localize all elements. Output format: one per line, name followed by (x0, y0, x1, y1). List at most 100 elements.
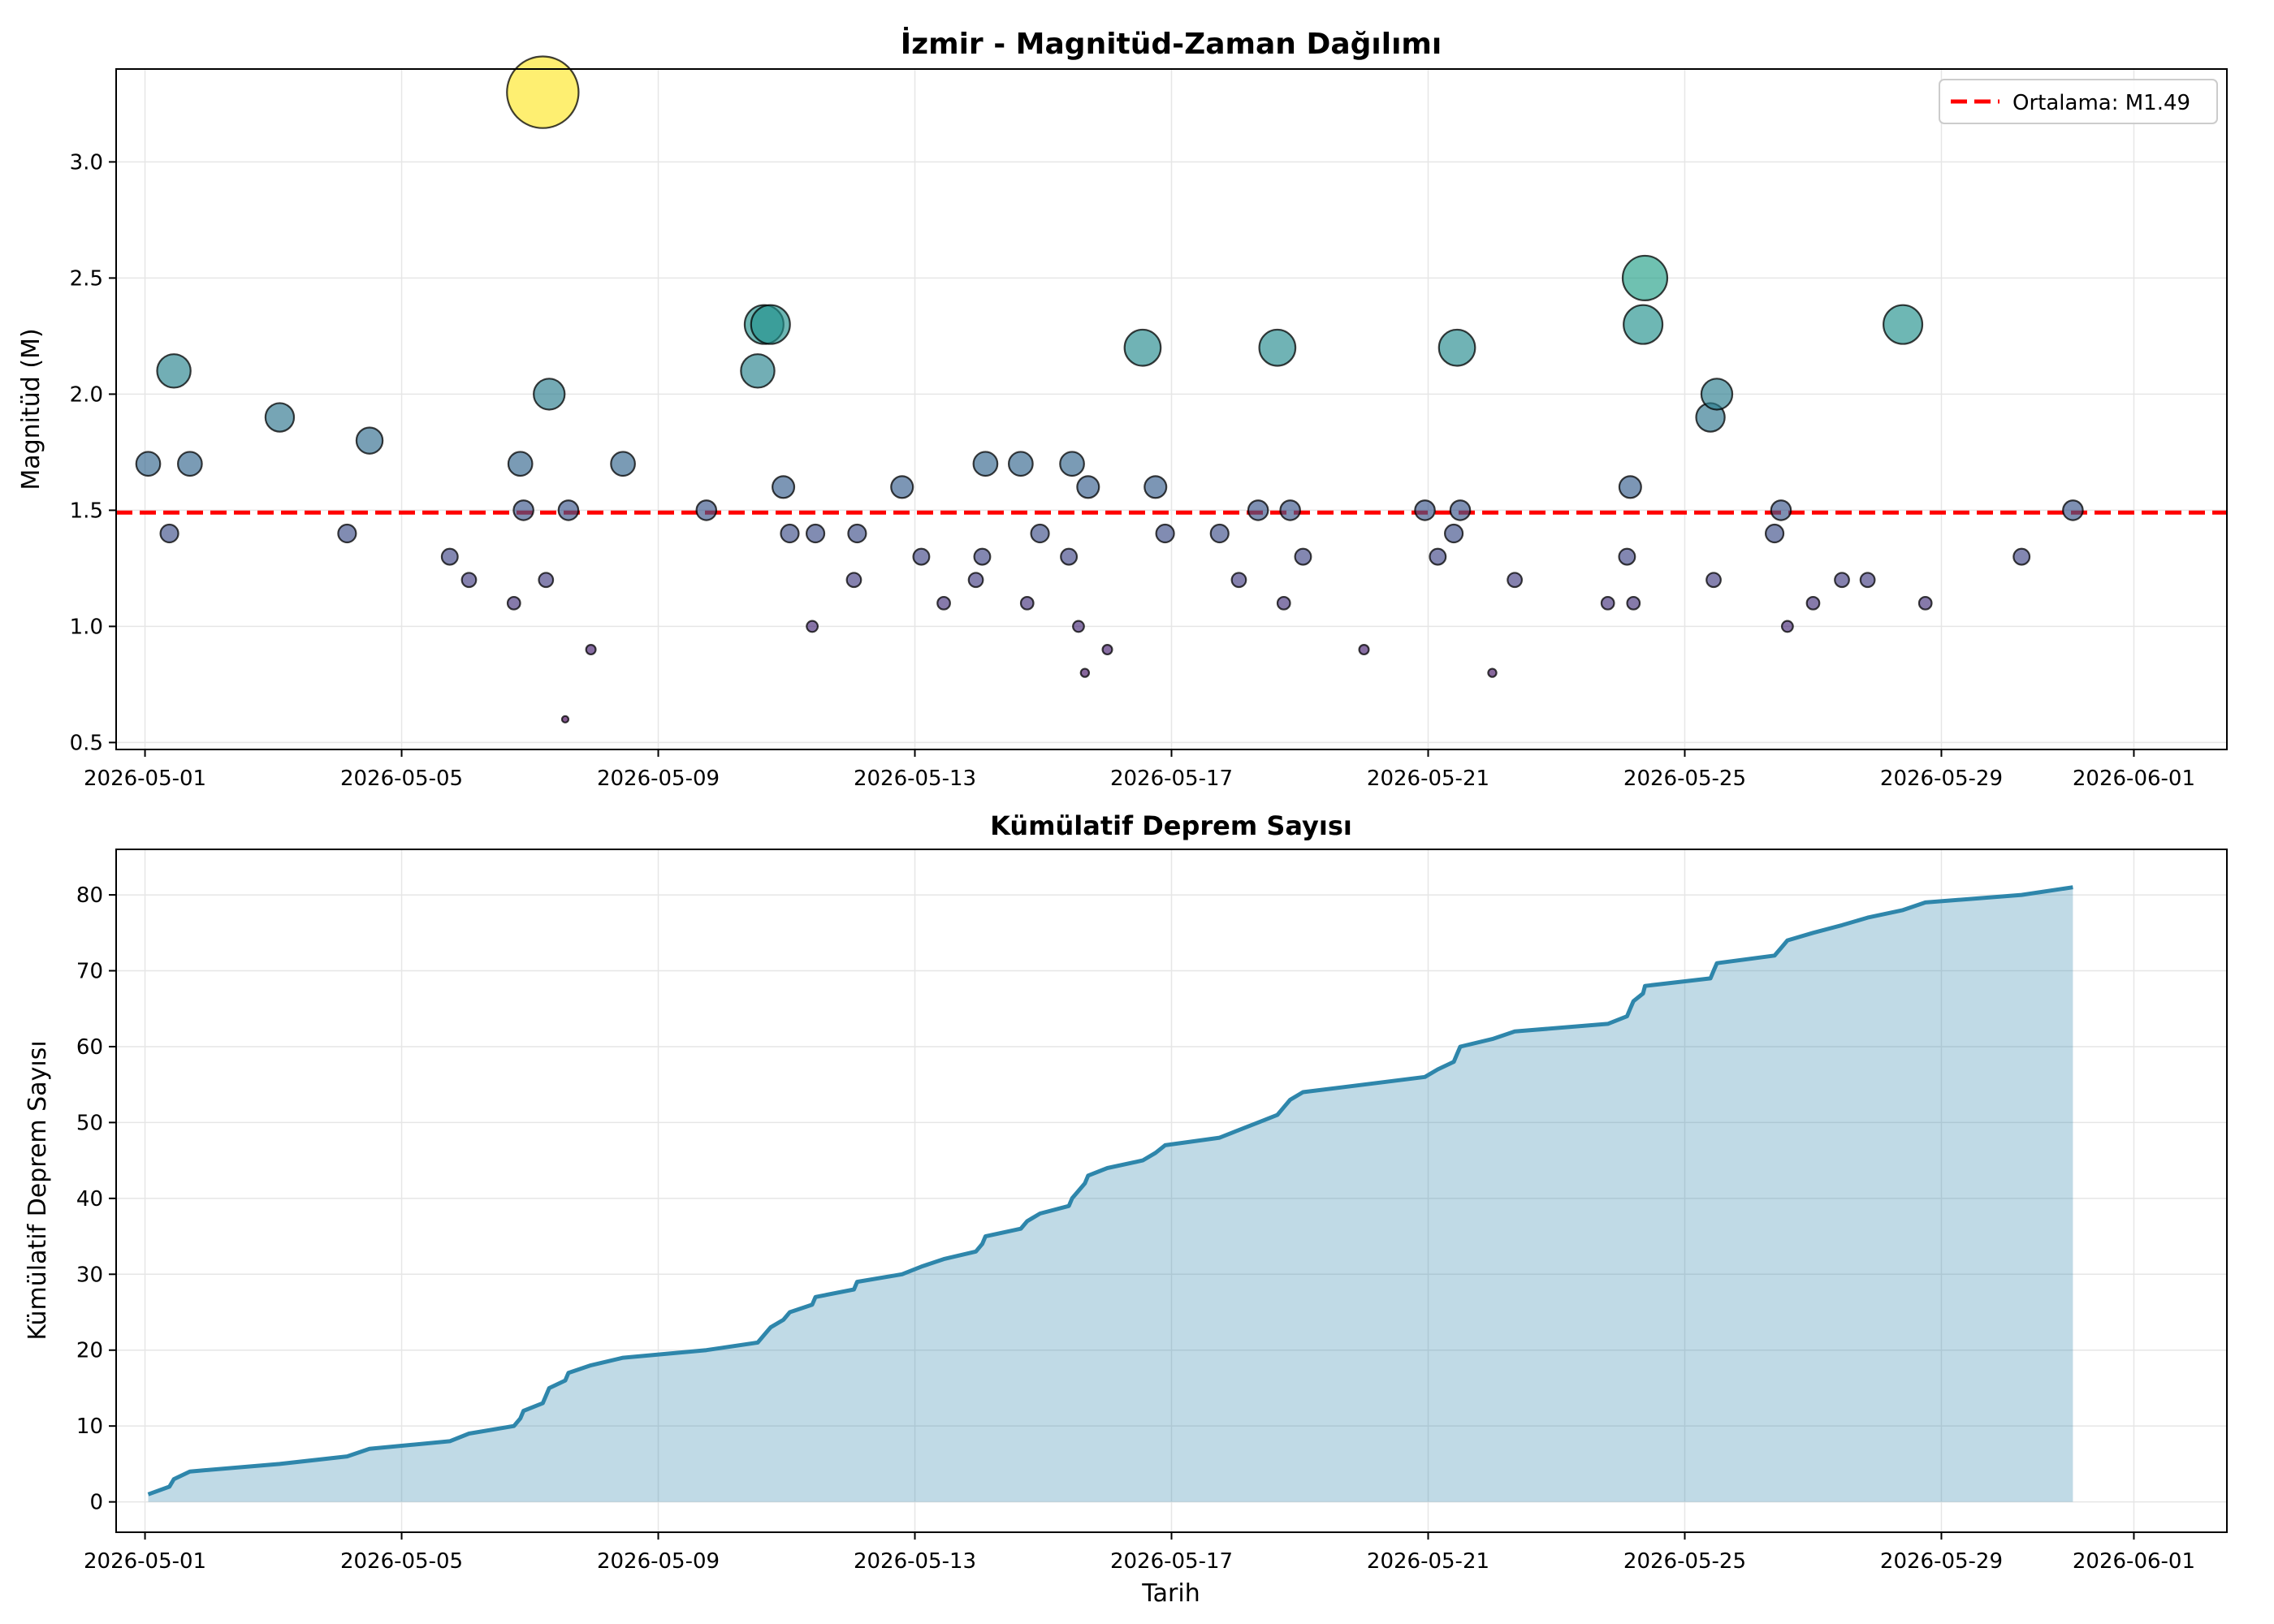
earthquake-point (1143, 475, 1168, 499)
earthquake-point (2012, 547, 2031, 566)
earthquake-point (355, 426, 384, 455)
earthquake-point (973, 547, 992, 566)
magnitude-time-chart: İzmir - Magnitüd-Zaman Dağılımı 2026-05-… (17, 27, 2228, 791)
top-x-tick-label: 2026-06-01 (2073, 767, 2195, 791)
bottom-x-tick-label: 2026-05-09 (597, 1549, 720, 1574)
top-y-tick-label: 2.0 (70, 382, 103, 407)
earthquake-point (507, 451, 534, 477)
top-x-tick-label: 2026-05-13 (854, 767, 976, 791)
earthquake-point (512, 499, 534, 521)
cumulative-area-fill (148, 887, 2073, 1502)
earthquake-point (1859, 572, 1876, 589)
earthquake-point (1230, 572, 1247, 589)
bottom-y-tick-label: 30 (76, 1263, 103, 1287)
earthquake-point (1621, 254, 1669, 301)
top-x-tick-label: 2026-05-25 (1623, 767, 1746, 791)
earthquake-point (1883, 304, 1924, 345)
top-y-tick-label: 3.0 (70, 150, 103, 175)
earthquake-point (1414, 499, 1436, 521)
earthquake-point (2062, 499, 2084, 521)
top-y-ticks: 0.5 1.0 1.5 2.0 2.5 3.0 (70, 150, 116, 755)
earthquake-point (1079, 667, 1091, 678)
earthquake-point (1764, 523, 1785, 544)
earthquake-point (1101, 644, 1113, 656)
earthquake-point (506, 55, 580, 129)
bottom-x-tick-label: 2026-05-13 (854, 1549, 976, 1574)
earthquake-point (780, 523, 800, 544)
earthquake-point (1059, 451, 1085, 477)
bottom-chart-title: Kümülatif Deprem Sayısı (990, 810, 1352, 841)
earthquake-point (1618, 475, 1642, 499)
bottom-y-tick-label: 60 (76, 1035, 103, 1060)
earthquake-point (847, 523, 867, 544)
earthquake-point (1060, 547, 1079, 566)
earthquake-point (1072, 620, 1085, 633)
earthquake-point (1449, 499, 1472, 521)
bottom-y-tick-label: 20 (76, 1339, 103, 1363)
earthquake-point (585, 644, 597, 656)
earthquake-point (1019, 595, 1035, 611)
earthquake-point (805, 523, 826, 544)
earthquake-point (156, 353, 192, 389)
earthquake-point (1279, 499, 1301, 521)
bottom-x-axis-label: Tarih (1141, 1579, 1200, 1608)
bottom-x-tick-label: 2026-05-05 (340, 1549, 463, 1574)
bottom-y-tick-label: 50 (76, 1111, 103, 1135)
earthquake-point (1626, 595, 1641, 611)
earthquake-point (1209, 523, 1230, 544)
earthquake-point (1507, 572, 1524, 589)
earthquake-point (1155, 523, 1175, 544)
earthquake-point (560, 715, 570, 723)
top-y-axis-label: Magnitüd (M) (17, 328, 45, 490)
top-data-points (135, 55, 2084, 723)
earthquake-point (159, 523, 179, 544)
bottom-y-ticks: 0 10 20 30 40 50 60 70 80 (76, 883, 116, 1515)
earthquake-point (1443, 523, 1464, 544)
bottom-x-tick-label: 2026-05-01 (84, 1549, 206, 1574)
legend: Ortalama: M1.49 (1939, 79, 2218, 124)
earthquake-point (1294, 547, 1312, 566)
earthquake-point (1770, 499, 1792, 521)
top-x-tick-label: 2026-05-29 (1880, 767, 2003, 791)
earthquake-point (1007, 451, 1034, 477)
earthquake-point (1123, 328, 1162, 367)
earthquake-point (890, 475, 914, 499)
bottom-x-ticks: 2026-05-01 2026-05-05 2026-05-09 2026-05-13… (84, 1532, 2195, 1574)
top-y-tick-label: 2.5 (70, 266, 103, 291)
earthquake-point (1700, 378, 1734, 411)
earthquake-point (1917, 595, 1933, 611)
earthquake-point (750, 304, 791, 345)
earthquake-point (1358, 644, 1370, 656)
bottom-y-tick-label: 10 (76, 1415, 103, 1439)
top-chart-title: İzmir - Magnitüd-Zaman Dağılımı (901, 27, 1442, 61)
earthquake-point (1487, 667, 1498, 678)
bottom-x-tick-label: 2026-05-29 (1880, 1549, 2003, 1574)
cumulative-line (147, 885, 2073, 1497)
top-y-tick-label: 1.5 (70, 499, 103, 523)
bottom-y-tick-label: 80 (76, 883, 103, 908)
top-x-tick-label: 2026-05-05 (340, 767, 463, 791)
bottom-y-tick-label: 40 (76, 1187, 103, 1212)
bottom-x-tick-label: 2026-05-17 (1110, 1549, 1233, 1574)
earthquake-point (1780, 620, 1794, 633)
top-x-ticks: 2026-05-01 2026-05-05 2026-05-09 2026-05-13… (84, 749, 2195, 791)
earthquake-point (1805, 595, 1821, 611)
top-gridlines (116, 69, 2227, 749)
legend-box (1939, 79, 2218, 124)
bottom-x-tick-label: 2026-05-25 (1623, 1549, 1746, 1574)
earthquake-point (845, 572, 862, 589)
earthquake-point (1076, 475, 1100, 499)
earthquake-point (972, 451, 999, 477)
bottom-y-tick-label: 0 (89, 1491, 103, 1515)
bottom-x-tick-label: 2026-06-01 (2073, 1549, 2195, 1574)
earthquake-point (176, 451, 203, 477)
earthquake-point (1600, 595, 1615, 611)
earthquake-point (337, 523, 357, 544)
earthquake-point (557, 499, 580, 521)
bottom-gridlines (116, 849, 2227, 1532)
earthquake-point (740, 353, 776, 389)
earthquake-point (772, 475, 796, 499)
earthquake-point (1429, 547, 1447, 566)
earthquake-point (506, 595, 521, 611)
earthquake-point (967, 572, 984, 589)
